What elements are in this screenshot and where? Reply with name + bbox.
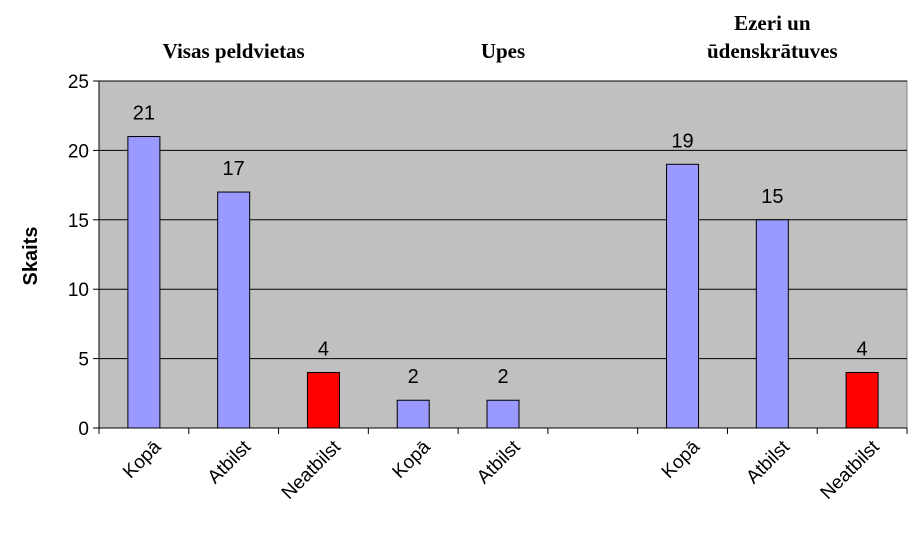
data-label: 4 [857,338,868,360]
x-category-label: Neatbilst [278,436,346,504]
bar [755,219,789,429]
y-tick-label: 0 [78,419,89,440]
y-tick-label: 20 [68,141,89,162]
data-label: 17 [223,158,245,180]
data-label: 4 [318,338,329,360]
y-tick-label: 10 [68,280,89,301]
y-tick-label: 25 [68,72,89,93]
data-label: 19 [671,130,693,152]
x-category-label: Atbilst [473,436,525,488]
x-category-label: Kopā [119,436,166,483]
x-category-label: Atbilst [742,436,794,488]
data-label: 2 [408,366,419,388]
bars [127,136,879,429]
bar [127,136,161,429]
data-label: 15 [761,186,783,208]
bar [396,399,430,429]
group-title: Upes [481,39,525,63]
y-tick-label: 15 [68,211,89,232]
bar [666,163,700,429]
x-category-label: Neatbilst [817,436,885,504]
bar [306,371,340,429]
x-category-label: Kopā [389,436,436,483]
data-label: 2 [497,366,508,388]
group-title: ūdenskrātuves [707,39,838,63]
bar [845,371,879,429]
x-category-label: Kopā [658,436,705,483]
x-category-label: Atbilst [204,436,256,488]
group-title: Visas peldvietas [163,39,305,63]
bar [486,399,520,429]
y-tick-label: 5 [78,350,89,371]
y-axis-title: Skaits [20,227,42,286]
data-label: 21 [133,103,155,125]
group-title: Ezeri un [734,11,811,35]
bar [217,191,251,429]
